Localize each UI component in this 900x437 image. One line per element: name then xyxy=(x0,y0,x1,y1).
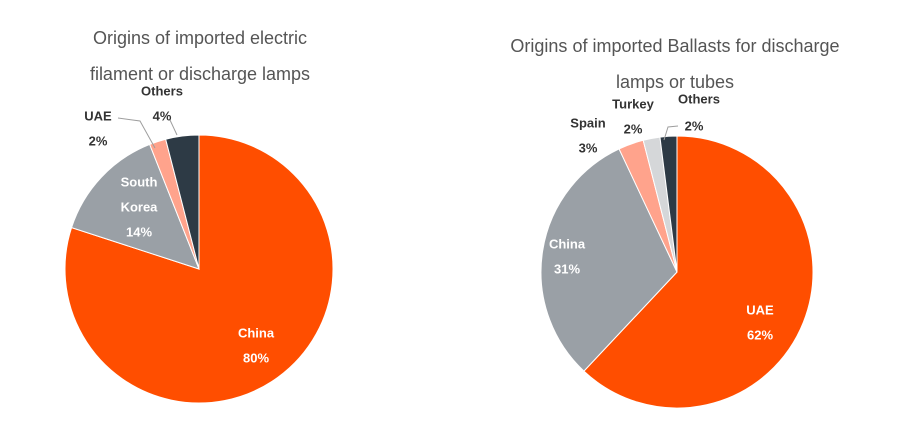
slice-value-turkey: 2% xyxy=(624,121,643,136)
pie-slice-china xyxy=(540,148,678,372)
chart-title: Origins of imported electric filament or… xyxy=(0,20,400,92)
chart-title: Origins of imported Ballasts for dischar… xyxy=(450,28,900,100)
slice-label-others: Others xyxy=(678,91,720,106)
pie-slice-others xyxy=(659,135,678,273)
slice-value-spain: 3% xyxy=(579,140,598,155)
pie-slice-south-korea xyxy=(70,143,200,270)
slice-value-china: 31% xyxy=(554,261,580,276)
leader-line-others xyxy=(663,125,679,141)
chart-title-line-2: filament or discharge lamps xyxy=(89,64,311,84)
slice-label-spain: Spain xyxy=(570,115,605,130)
slice-label-china: China xyxy=(549,236,586,251)
slice-label-china: China xyxy=(238,325,275,340)
slice-value-others: 4% xyxy=(153,108,172,123)
chart-title-line-2: lamps or tubes xyxy=(615,72,735,92)
leader-line-others xyxy=(169,119,178,136)
slice-label-uae: UAE xyxy=(84,108,112,123)
slice-value-others: 2% xyxy=(685,118,704,133)
chart-title-line-1: Origins of imported electric xyxy=(92,28,308,48)
pie-chart-ballasts: UAE 62% China 31% Spain 3% Turkey 2% Others 2% xyxy=(540,91,814,409)
slice-label-turkey: Turkey xyxy=(612,96,654,111)
pie-chart-lamps: China 80% South Korea 14% UAE 2% Others 4% xyxy=(64,83,334,404)
slice-value-uae: 2% xyxy=(89,133,108,148)
leader-line-uae xyxy=(117,117,156,149)
chart-panel-ballasts: Origins of imported Ballasts for dischar… xyxy=(450,0,900,437)
slice-label-south-korea: South xyxy=(121,174,158,189)
slice-value-uae: 62% xyxy=(747,327,773,342)
chart-title-line-1: Origins of imported Ballasts for dischar… xyxy=(510,36,840,56)
slice-value-china: 80% xyxy=(243,350,269,365)
slice-label-others: Others xyxy=(141,83,183,98)
slice-label-south-korea: Korea xyxy=(121,199,159,214)
slice-label-uae: UAE xyxy=(746,302,774,317)
slice-value-south-korea: 14% xyxy=(126,224,152,239)
pie-slice-uae xyxy=(583,135,814,409)
chart-panel-lamps: Origins of imported electric filament or… xyxy=(0,0,400,437)
pie-slice-others xyxy=(165,134,200,270)
